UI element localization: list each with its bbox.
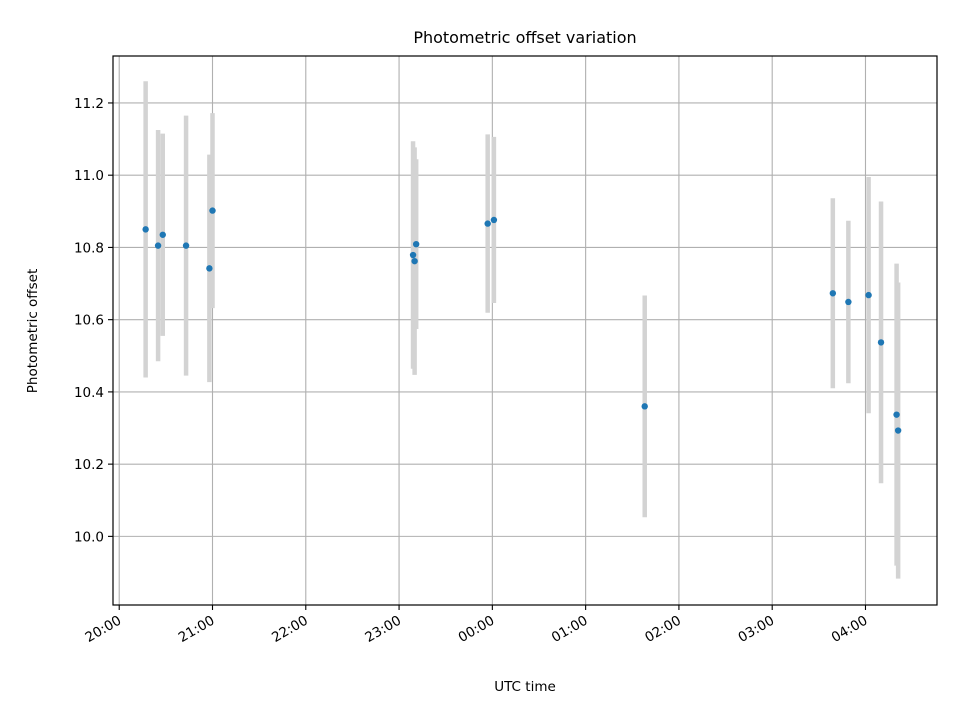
y-axis-ticks: 10.0 10.2 10.4 10.6 10.8 11.0 11.2 [74,96,113,545]
plot-frame [112,55,938,606]
y-tick-label: 10.4 [74,385,104,401]
x-tick-label: 21:00 [176,613,218,646]
y-tick-label: 11.2 [74,96,104,112]
chart-title: Photometric offset variation [413,28,636,47]
y-tick-label: 10.0 [74,529,104,545]
data-point [411,257,418,265]
x-tick-label: 03:00 [736,613,778,646]
grid [113,56,937,605]
data-point [182,242,190,249]
data-point [142,226,149,233]
x-tick-label: 22:00 [269,613,311,646]
error-bars [143,81,901,579]
data-point [159,231,166,238]
data-point [484,220,491,227]
x-axis-label: UTC time [494,679,556,695]
data-point [209,207,216,214]
data-point [409,251,417,259]
x-tick-label: 00:00 [456,613,498,646]
x-tick-label: 02:00 [642,613,684,646]
data-points [142,207,902,434]
data-point [412,240,420,248]
data-point [641,403,648,410]
data-point [893,411,900,418]
y-tick-label: 10.8 [74,240,104,256]
data-point [865,291,872,299]
data-point [206,265,213,272]
y-tick-label: 10.6 [74,313,104,329]
data-point [490,216,498,224]
y-tick-label: 10.2 [74,457,104,473]
x-tick-label: 20:00 [83,613,125,646]
data-point [877,339,885,346]
data-point [845,298,852,306]
x-tick-label: 23:00 [362,613,404,646]
data-point [829,290,837,297]
x-axis-ticks: 20:00 21:00 22:00 23:00 00:00 01:00 02:00 03:00… [83,605,871,646]
data-point [154,242,162,249]
y-axis-label: Photometric offset [25,269,41,393]
y-tick-label: 11.0 [74,168,104,184]
x-tick-label: 04:00 [829,613,871,646]
data-point [894,427,902,434]
x-tick-label: 01:00 [549,613,591,646]
